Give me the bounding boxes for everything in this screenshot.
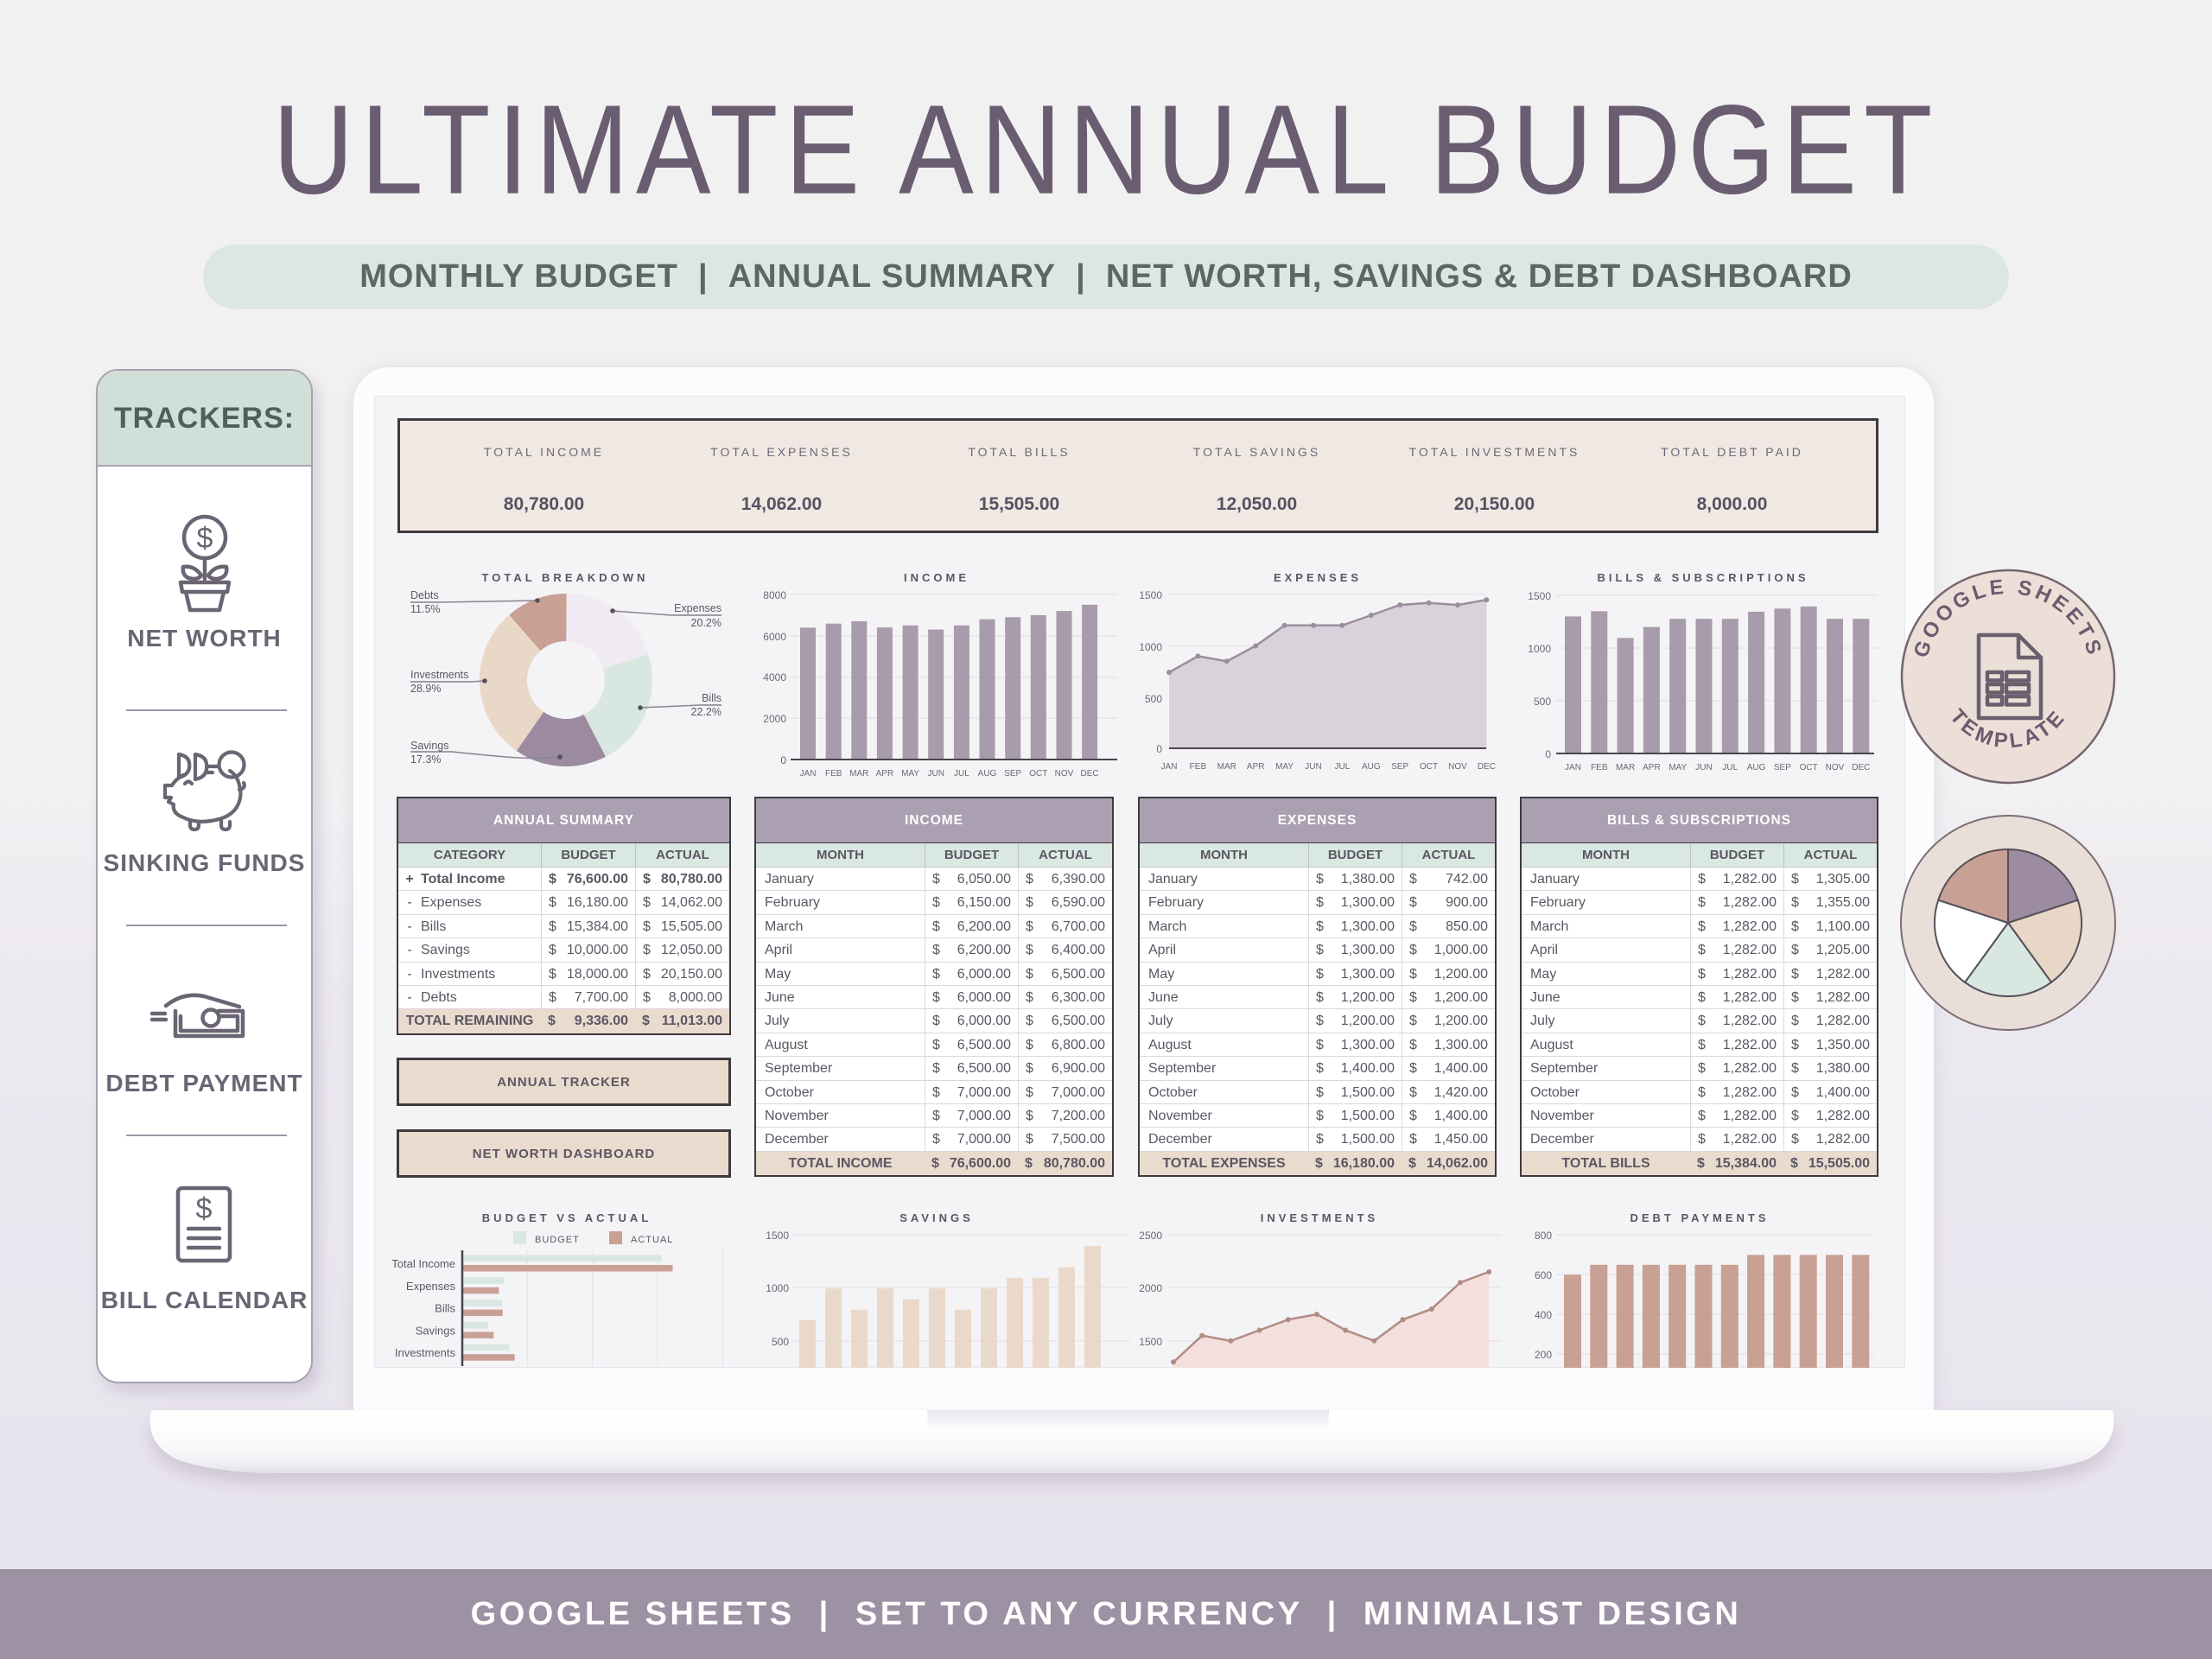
svg-text:FEB: FEB xyxy=(1591,763,1608,772)
svg-text:Total Income: Total Income xyxy=(391,1257,455,1270)
svg-text:MAY: MAY xyxy=(1669,763,1687,772)
svg-text:2500: 2500 xyxy=(1139,1230,1162,1242)
svg-text:JAN: JAN xyxy=(1161,762,1178,772)
svg-text:DEC: DEC xyxy=(1081,769,1099,779)
svg-text:200: 200 xyxy=(1535,1349,1552,1361)
svg-text:Investments: Investments xyxy=(410,669,468,681)
svg-text:OCT: OCT xyxy=(1420,762,1438,772)
svg-text:Savings: Savings xyxy=(410,740,448,752)
svg-text:AUG: AUG xyxy=(1747,763,1766,772)
svg-text:JUL: JUL xyxy=(1335,762,1351,772)
svg-text:22.2%: 22.2% xyxy=(691,706,721,718)
svg-text:1500: 1500 xyxy=(1528,590,1551,602)
svg-text:500: 500 xyxy=(1534,696,1551,708)
svg-text:Savings: Savings xyxy=(416,1324,456,1337)
svg-text:FEB: FEB xyxy=(825,769,842,779)
svg-text:SEP: SEP xyxy=(1774,763,1791,772)
svg-text:DEC: DEC xyxy=(1478,762,1496,772)
svg-text:MAY: MAY xyxy=(1275,762,1294,772)
svg-text:NOV: NOV xyxy=(1448,762,1467,772)
svg-text:11.5%: 11.5% xyxy=(410,603,441,615)
svg-text:0: 0 xyxy=(780,754,786,766)
svg-text:Debts: Debts xyxy=(410,589,439,601)
svg-text:8000: 8000 xyxy=(763,589,786,601)
svg-text:AUG: AUG xyxy=(1362,762,1381,772)
svg-text:OCT: OCT xyxy=(1029,769,1047,779)
svg-text:JUN: JUN xyxy=(927,769,944,779)
svg-text:1000: 1000 xyxy=(1139,641,1162,653)
svg-text:MAY: MAY xyxy=(901,769,919,779)
svg-text:0: 0 xyxy=(1156,743,1162,755)
svg-text:JUL: JUL xyxy=(1722,763,1738,772)
svg-text:600: 600 xyxy=(1535,1269,1552,1281)
svg-text:$: $ xyxy=(196,1192,213,1225)
svg-text:2000: 2000 xyxy=(1139,1282,1162,1294)
svg-text:$: $ xyxy=(197,522,213,555)
svg-text:1500: 1500 xyxy=(1139,589,1162,601)
svg-text:FEB: FEB xyxy=(1190,762,1207,772)
svg-text:SEP: SEP xyxy=(1391,762,1408,772)
svg-text:4000: 4000 xyxy=(763,671,786,683)
svg-text:APR: APR xyxy=(1643,763,1661,772)
svg-text:Investments: Investments xyxy=(395,1346,456,1359)
svg-text:500: 500 xyxy=(1145,693,1162,705)
svg-text:JAN: JAN xyxy=(800,769,817,779)
svg-text:MAR: MAR xyxy=(1217,762,1236,772)
svg-text:800: 800 xyxy=(1535,1230,1552,1242)
svg-text:APR: APR xyxy=(876,769,894,779)
svg-text:JUN: JUN xyxy=(1305,762,1321,772)
svg-text:Bills: Bills xyxy=(435,1302,455,1315)
svg-text:MAR: MAR xyxy=(1616,763,1635,772)
svg-text:20.2%: 20.2% xyxy=(691,617,721,629)
svg-text:DEC: DEC xyxy=(1852,763,1870,772)
svg-text:NOV: NOV xyxy=(1055,769,1074,779)
svg-text:JUN: JUN xyxy=(1695,763,1712,772)
svg-text:AUG: AUG xyxy=(978,769,997,779)
svg-text:6000: 6000 xyxy=(763,631,786,643)
svg-text:BUDGET: BUDGET xyxy=(535,1235,580,1245)
svg-text:JAN: JAN xyxy=(1565,763,1581,772)
svg-text:APR: APR xyxy=(1247,762,1265,772)
svg-text:OCT: OCT xyxy=(1800,763,1818,772)
svg-text:Bills: Bills xyxy=(702,692,721,704)
svg-text:MAR: MAR xyxy=(849,769,868,779)
svg-text:JUL: JUL xyxy=(954,769,969,779)
svg-text:SEP: SEP xyxy=(1004,769,1021,779)
svg-text:1000: 1000 xyxy=(766,1282,789,1294)
svg-text:1500: 1500 xyxy=(1139,1336,1162,1348)
svg-text:Expenses: Expenses xyxy=(406,1280,456,1293)
svg-text:17.3%: 17.3% xyxy=(410,753,441,766)
svg-text:400: 400 xyxy=(1535,1309,1552,1321)
svg-text:1500: 1500 xyxy=(766,1230,789,1242)
svg-text:1000: 1000 xyxy=(1528,643,1551,655)
svg-text:NOV: NOV xyxy=(1826,763,1845,772)
svg-text:0: 0 xyxy=(1545,748,1551,760)
svg-text:28.9%: 28.9% xyxy=(410,683,441,695)
svg-text:Expenses: Expenses xyxy=(674,602,721,614)
svg-text:2000: 2000 xyxy=(763,713,786,725)
svg-text:ACTUAL: ACTUAL xyxy=(631,1235,673,1245)
svg-text:500: 500 xyxy=(772,1336,789,1348)
